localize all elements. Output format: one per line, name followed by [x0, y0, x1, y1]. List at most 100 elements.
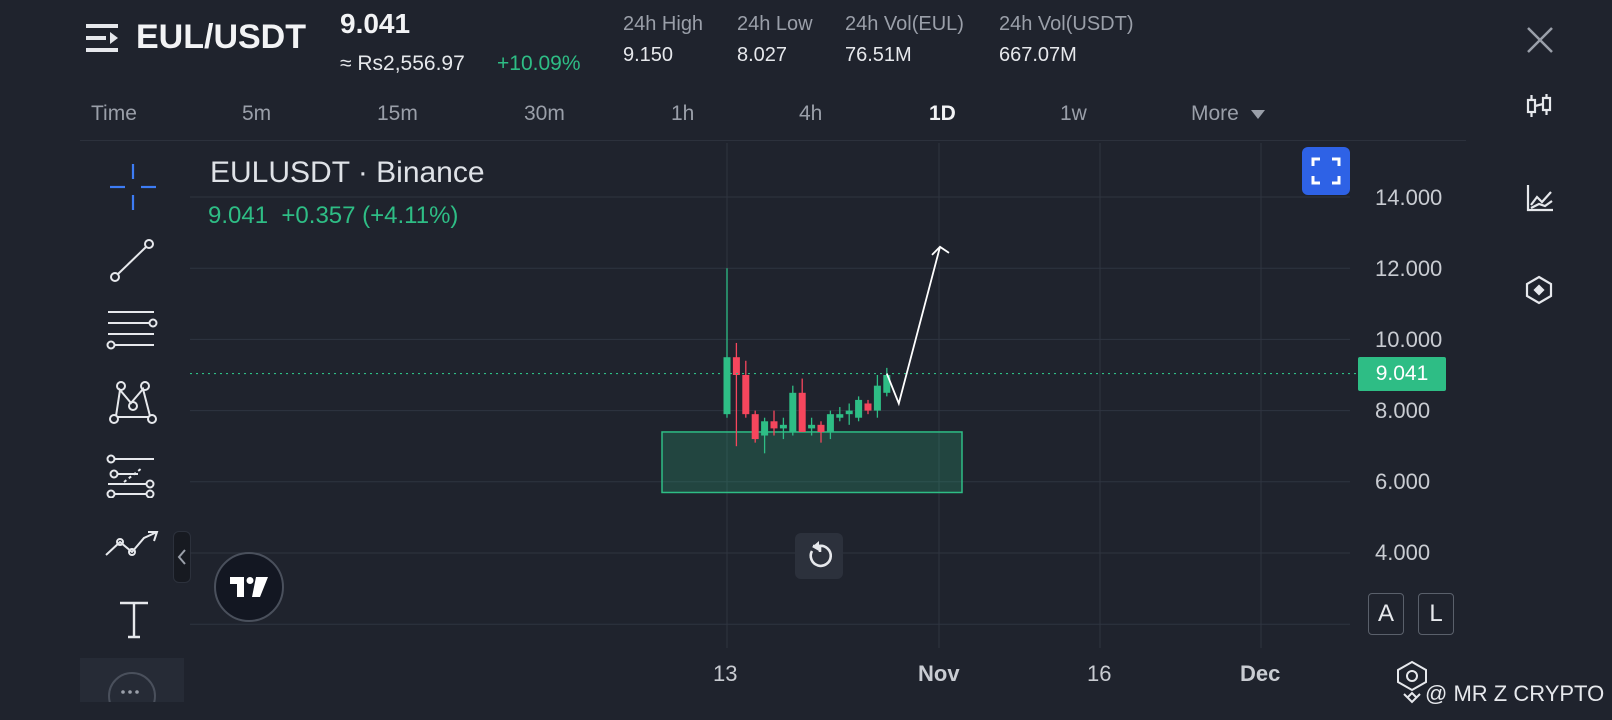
collapse-toolbar-button[interactable]	[173, 531, 191, 583]
y-tick-6: 6.000	[1375, 469, 1431, 494]
tab-more-label: More	[1191, 102, 1239, 125]
crosshair-icon[interactable]	[110, 164, 156, 210]
candle-body	[855, 399, 863, 418]
reset-chart-button[interactable]	[795, 533, 843, 579]
tab-time[interactable]: Time	[91, 102, 137, 125]
candle	[845, 403, 853, 425]
candle-body	[817, 424, 825, 432]
chevron-left-icon	[177, 549, 187, 570]
x-tick-13: 13	[713, 661, 738, 686]
stat-24h-vol-base-value: 76.51M	[845, 44, 912, 66]
candle	[836, 407, 844, 422]
trendline-icon[interactable]	[108, 237, 156, 285]
candle	[855, 396, 863, 422]
candle	[873, 375, 881, 418]
tab-5m[interactable]: 5m	[242, 102, 272, 125]
candle-body	[836, 414, 844, 418]
indicator-chart-icon[interactable]	[1525, 183, 1555, 213]
y-tick-12: 12.000	[1375, 256, 1443, 281]
stat-24h-vol-quote-label: 24h Vol(USDT)	[999, 13, 1134, 35]
candle	[808, 417, 816, 436]
tradingview-logo[interactable]	[214, 552, 284, 622]
fiat-price: ≈ Rs2,556.97	[340, 52, 465, 75]
x-tick-16: 16	[1087, 661, 1112, 686]
fullscreen-button[interactable]	[1302, 147, 1350, 195]
candlestick-icon[interactable]	[1525, 92, 1553, 120]
tab-1h[interactable]: 1h	[671, 102, 695, 125]
stat-24h-vol-quote-value: 667.07M	[999, 44, 1077, 66]
stat-24h-high-value: 9.150	[623, 44, 674, 66]
toolbar-more-tools[interactable]	[80, 658, 184, 702]
y-tick-14: 14.000	[1375, 185, 1443, 210]
candle-body	[883, 375, 891, 393]
y-tick-4: 4.000	[1375, 540, 1431, 565]
fib-icon[interactable]	[106, 454, 158, 499]
path-icon[interactable]	[104, 530, 160, 564]
log-scale-button[interactable]: L	[1418, 593, 1454, 635]
candle	[770, 410, 778, 436]
tab-1w[interactable]: 1w	[1060, 102, 1087, 125]
candle-body	[732, 357, 740, 375]
projection-arrow-head	[931, 245, 950, 256]
fullscreen-icon	[1311, 157, 1341, 185]
tab-30m[interactable]: 30m	[524, 102, 565, 125]
candle	[761, 417, 769, 454]
candle	[732, 342, 740, 447]
candle	[883, 367, 891, 397]
chart-last-price: 9.041	[208, 202, 269, 229]
x-tick-dec: Dec	[1240, 661, 1281, 686]
candle-body	[808, 424, 816, 429]
candle	[826, 410, 834, 440]
stat-24h-low-value: 8.027	[737, 44, 788, 66]
chart-symbol-title: EULUSDT · Binance	[210, 156, 485, 189]
last-price: 9.041	[340, 8, 411, 39]
candle	[779, 417, 787, 440]
pair-title[interactable]: EUL/USDT	[136, 18, 306, 56]
tab-more[interactable]: More	[1191, 102, 1265, 126]
price-change-percent: +10.09%	[497, 52, 581, 75]
candle-body	[789, 392, 797, 432]
candle	[751, 410, 759, 443]
chart-price-change: 9.041 +0.357 (+4.11%)	[208, 202, 458, 230]
candle	[864, 399, 872, 415]
stat-24h-low-label: 24h Low	[737, 13, 813, 35]
x-tick-nov: Nov	[918, 661, 960, 686]
projection-arrow-line	[885, 246, 941, 407]
watermark-text: @ MR Z CRYPTO	[1425, 681, 1605, 706]
auto-scale-button[interactable]: A	[1368, 593, 1404, 635]
candle	[742, 360, 750, 418]
stat-24h-vol-base-label: 24h Vol(EUL)	[845, 13, 964, 35]
tab-15m[interactable]: 15m	[377, 102, 418, 125]
reset-icon	[809, 541, 833, 568]
horizontal-lines-icon[interactable]	[106, 309, 158, 353]
candle-body	[826, 414, 834, 432]
tabs-divider	[80, 140, 1466, 141]
caret-down-icon	[1250, 102, 1265, 126]
text-icon[interactable]	[117, 600, 151, 640]
y-tick-10: 10.000	[1375, 327, 1443, 352]
tab-1d[interactable]: 1D	[929, 102, 956, 125]
candle-body	[761, 421, 769, 436]
pattern-icon[interactable]	[108, 380, 158, 426]
candle-body	[798, 392, 806, 432]
y-tick-8: 8.000	[1375, 398, 1431, 423]
candle-body	[864, 403, 872, 411]
candle	[789, 385, 797, 436]
candle-body	[751, 414, 759, 440]
hexagon-settings-icon[interactable]	[1525, 275, 1553, 305]
menu-icon[interactable]	[86, 22, 122, 54]
candle	[798, 378, 806, 432]
candle	[817, 421, 825, 443]
chart-change-value: +0.357 (+4.11%)	[281, 202, 459, 229]
candle	[723, 268, 731, 418]
tab-4h[interactable]: 4h	[799, 102, 823, 125]
candle-body	[723, 357, 731, 415]
binance-logo-icon	[1395, 660, 1429, 706]
candle-body	[845, 410, 853, 415]
candle-body	[873, 385, 881, 411]
current-price-badge: 9.041	[1358, 357, 1446, 391]
stat-24h-high-label: 24h High	[623, 13, 704, 35]
candle-body	[770, 421, 778, 429]
close-icon[interactable]	[1526, 26, 1554, 54]
